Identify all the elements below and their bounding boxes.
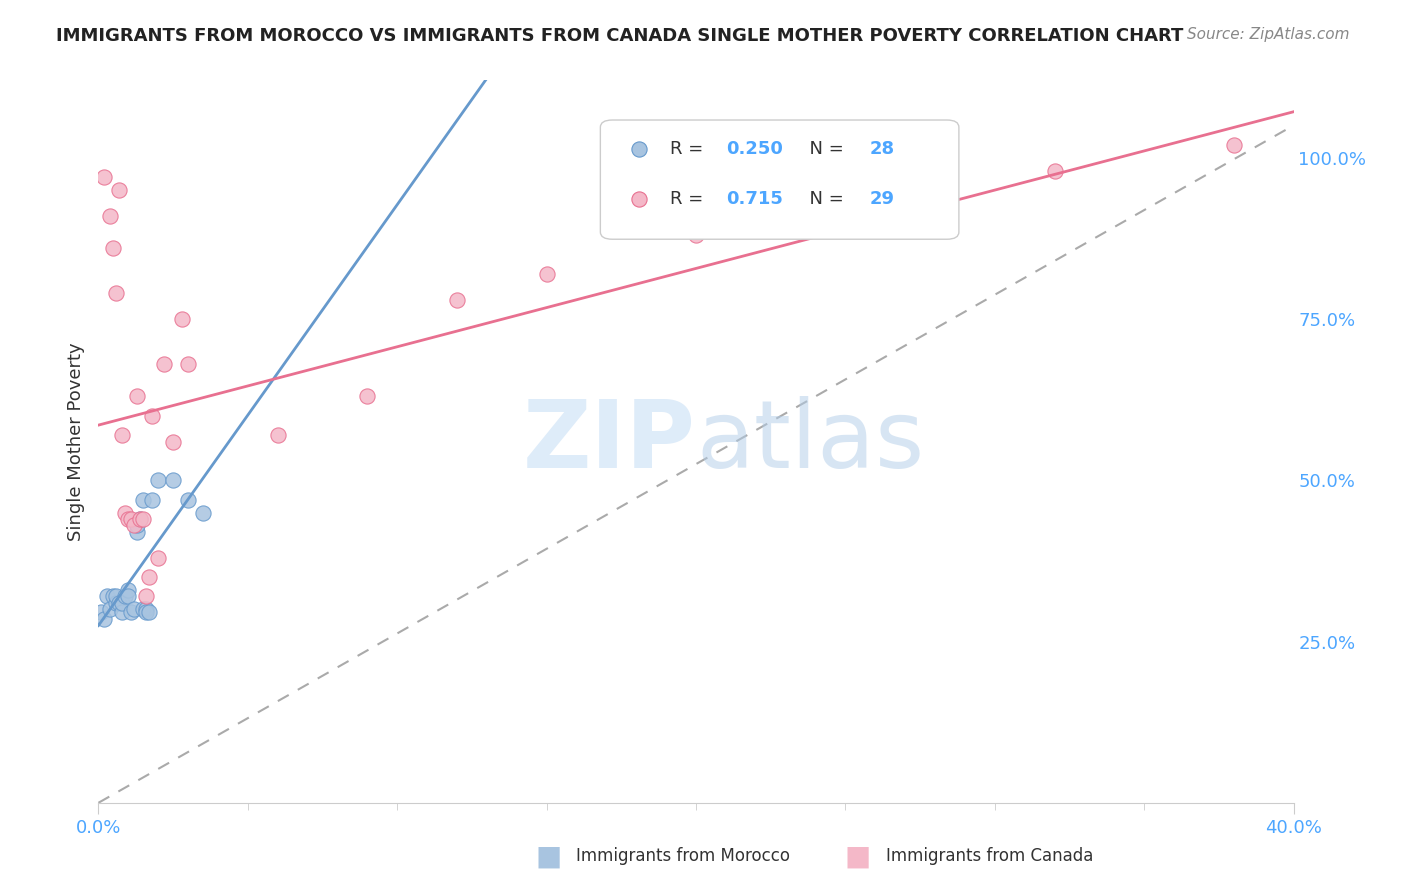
Text: N =: N =	[797, 140, 849, 158]
Point	[105, 286, 128, 301]
Point	[267, 428, 290, 442]
Point	[153, 357, 176, 371]
Point	[103, 590, 125, 604]
Point	[162, 473, 184, 487]
Point	[114, 590, 136, 604]
Point	[111, 606, 134, 620]
Y-axis label: Single Mother Poverty: Single Mother Poverty	[66, 343, 84, 541]
Point	[1043, 163, 1066, 178]
Point	[191, 506, 214, 520]
Point	[127, 389, 149, 403]
Point	[685, 228, 707, 243]
Text: N =: N =	[797, 191, 849, 209]
Text: atlas: atlas	[696, 395, 924, 488]
Point	[356, 389, 378, 403]
Point	[135, 590, 157, 604]
Point	[124, 518, 146, 533]
Point	[129, 512, 152, 526]
Point	[138, 570, 160, 584]
Point	[172, 312, 194, 326]
Point	[162, 434, 184, 449]
Text: ■: ■	[536, 842, 561, 871]
Point	[117, 590, 139, 604]
Text: Immigrants from Morocco: Immigrants from Morocco	[576, 847, 790, 865]
Point	[135, 602, 157, 616]
Point	[114, 506, 136, 520]
Point	[132, 492, 155, 507]
Point	[105, 596, 128, 610]
Point	[132, 512, 155, 526]
Text: 29: 29	[869, 191, 894, 209]
Point	[127, 524, 149, 539]
Point	[148, 473, 170, 487]
Point	[120, 606, 142, 620]
Point	[103, 241, 125, 255]
Point	[129, 512, 152, 526]
Point	[148, 550, 170, 565]
Point	[141, 492, 163, 507]
Point	[111, 596, 134, 610]
Point	[177, 492, 200, 507]
Point	[536, 267, 558, 281]
FancyBboxPatch shape	[600, 120, 959, 239]
Point	[177, 357, 200, 371]
Text: 0.715: 0.715	[725, 191, 783, 209]
Point	[111, 428, 134, 442]
Point	[90, 606, 112, 620]
Point	[135, 606, 157, 620]
Point	[93, 169, 115, 184]
Point	[446, 293, 468, 307]
Text: R =: R =	[669, 191, 709, 209]
Point	[834, 202, 856, 217]
Text: IMMIGRANTS FROM MOROCCO VS IMMIGRANTS FROM CANADA SINGLE MOTHER POVERTY CORRELAT: IMMIGRANTS FROM MOROCCO VS IMMIGRANTS FR…	[56, 27, 1184, 45]
Text: R =: R =	[669, 140, 709, 158]
Point	[108, 596, 131, 610]
Point	[138, 606, 160, 620]
Point	[117, 582, 139, 597]
Text: Source: ZipAtlas.com: Source: ZipAtlas.com	[1187, 27, 1350, 42]
Point	[98, 602, 122, 616]
Point	[108, 183, 131, 197]
Point	[1223, 137, 1246, 152]
Point	[98, 209, 122, 223]
Point	[105, 590, 128, 604]
Point	[141, 409, 163, 423]
Point	[96, 590, 118, 604]
Text: 28: 28	[869, 140, 894, 158]
Point	[127, 518, 149, 533]
Point	[132, 602, 155, 616]
Point	[120, 512, 142, 526]
Text: ■: ■	[845, 842, 870, 871]
Point	[124, 602, 146, 616]
Text: ZIP: ZIP	[523, 395, 696, 488]
Text: Immigrants from Canada: Immigrants from Canada	[886, 847, 1092, 865]
Point	[117, 512, 139, 526]
Text: 0.250: 0.250	[725, 140, 783, 158]
Point	[93, 612, 115, 626]
